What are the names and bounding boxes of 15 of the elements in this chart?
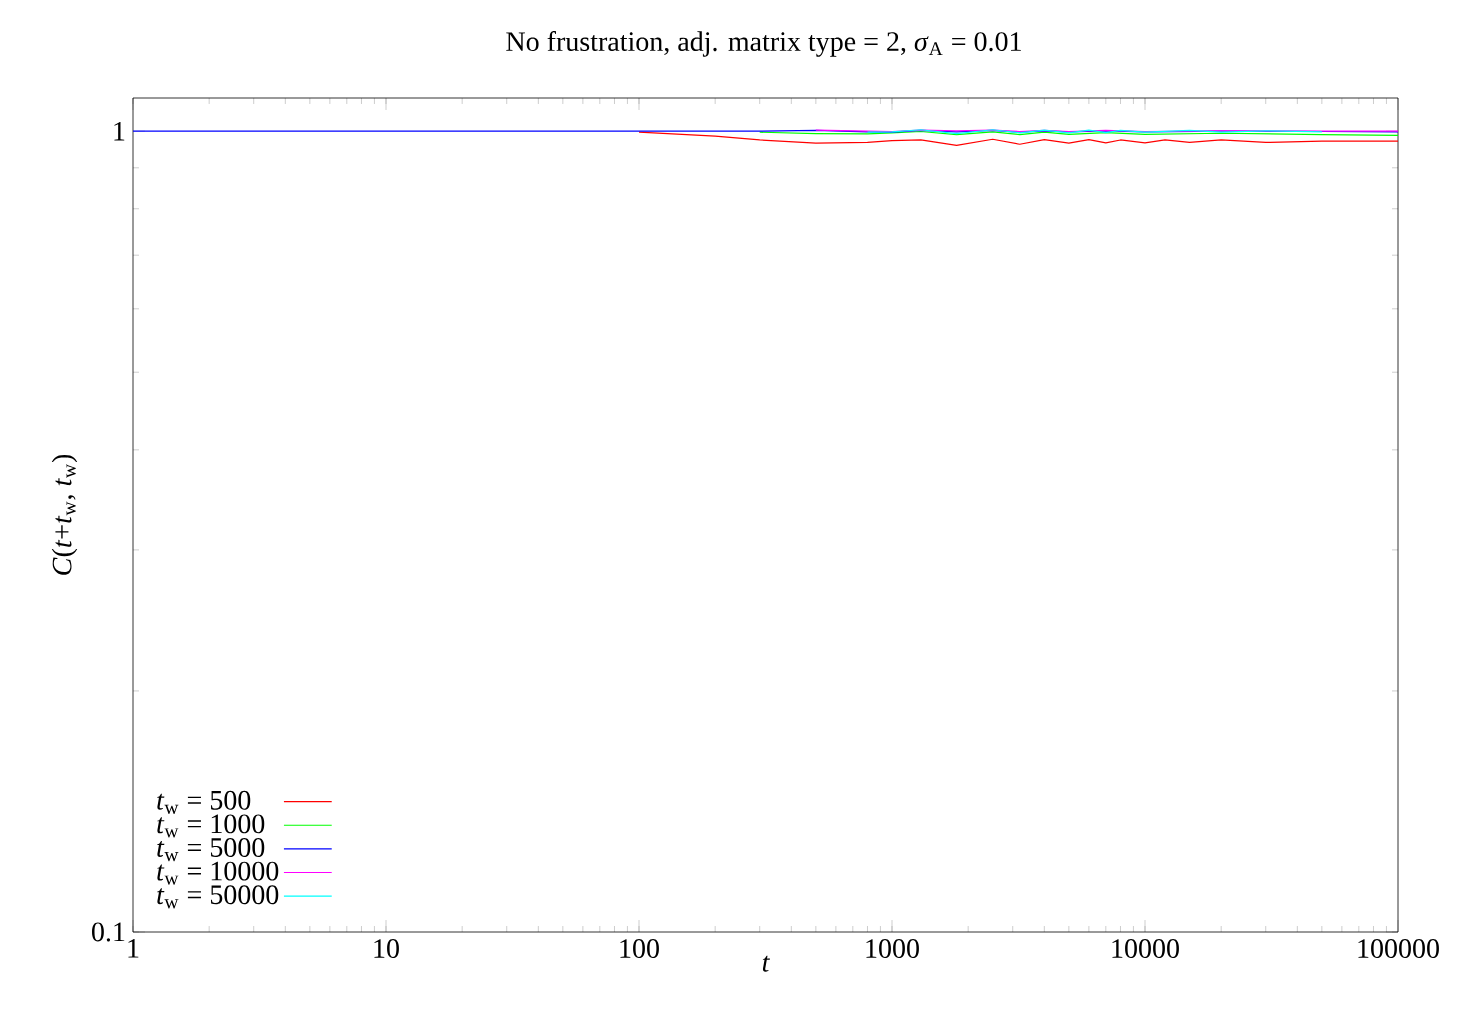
legend-label: t$_{w}$ = 50000	[157, 885, 279, 909]
text: C(t+t$_{w}$, t$_{w}$)	[51, 454, 78, 575]
chart-title: No frustration, adj. matrix type = 2, σ$_{A}$ = 0.01	[506, 31, 1021, 57]
x-tick-label: 100000	[1358, 939, 1439, 958]
x-tick-label: 10	[374, 939, 399, 958]
x-tick-label: 1	[128, 939, 139, 958]
legend-label: t$_{w}$ = 10000	[157, 861, 279, 885]
legend-label: t$_{w}$ = 500	[157, 790, 251, 814]
legend-label: t$_{w}$ = 5000	[157, 838, 265, 862]
x-tick-label: 1000	[866, 939, 919, 958]
legend-label: t$_{w}$ = 1000	[157, 814, 265, 838]
x-tick-label: 10000	[1112, 939, 1179, 958]
y-tick-label: 0.1	[92, 922, 125, 942]
x-axis-title: t	[762, 955, 770, 972]
x-tick-label: 100	[620, 939, 659, 958]
